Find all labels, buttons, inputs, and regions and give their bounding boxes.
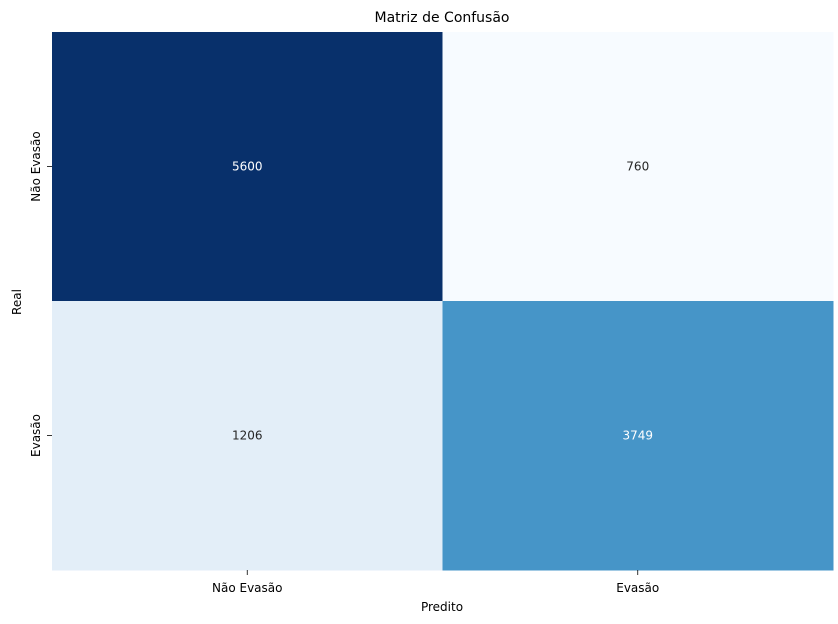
x-axis-label: Predito xyxy=(421,600,463,614)
heatmap-cell-0-0 xyxy=(52,32,443,302)
cell-value-label-1-1: 3749 xyxy=(622,429,653,443)
heatmap-cell-1-0 xyxy=(52,301,443,571)
cell-value-label-0-0: 5600 xyxy=(232,160,263,174)
heatmap-cell-0-1 xyxy=(442,32,834,302)
chart-title: Matriz de Confusão xyxy=(375,10,510,26)
x-tick-label-0: Não Evasão xyxy=(212,581,282,595)
y-axis-label: Real xyxy=(10,289,24,315)
cell-value-label-0-1: 760 xyxy=(626,160,649,174)
heatmap-cells: 5600 760 1206 3749 xyxy=(52,32,834,571)
cell-value-label-1-0: 1206 xyxy=(232,429,263,443)
x-tick-label-1: Evasão xyxy=(616,581,659,595)
y-tick-label-0: Não Evasão xyxy=(29,131,43,201)
y-tick-label-1: Evasão xyxy=(29,414,43,457)
axis-ticks: Não Evasão Evasão Não Evasão Evasão xyxy=(29,131,659,595)
heatmap-cell-1-1 xyxy=(442,301,834,571)
